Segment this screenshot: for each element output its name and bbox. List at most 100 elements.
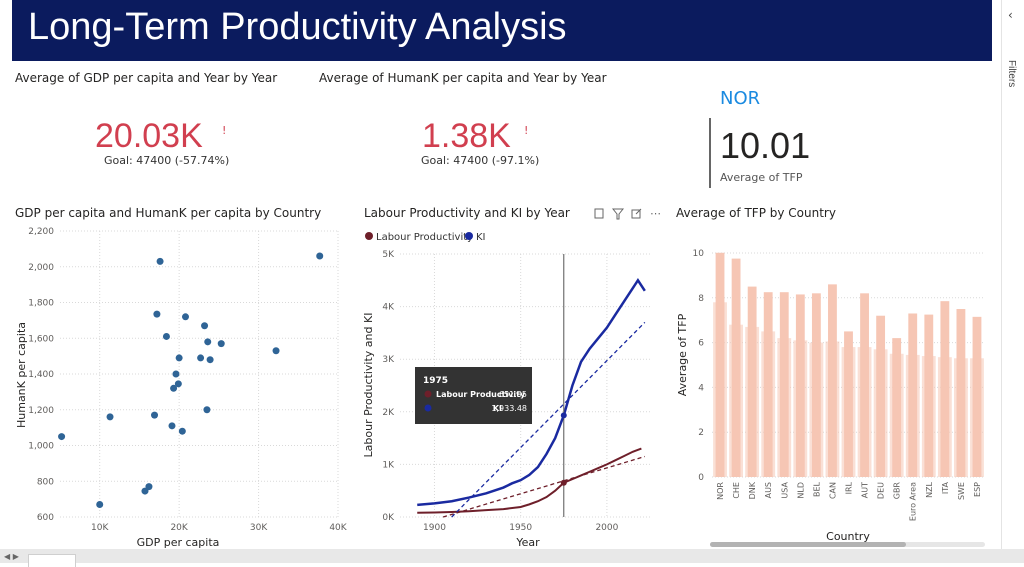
tfp-bar-secondary[interactable]: [793, 340, 808, 477]
scatter-point[interactable]: [181, 313, 189, 321]
scatter-point[interactable]: [58, 433, 66, 441]
bar-category-label: NLD: [796, 482, 805, 499]
lp-trend-line[interactable]: [442, 455, 646, 518]
tfp-bar-secondary[interactable]: [905, 354, 920, 477]
scatter-point[interactable]: [153, 310, 161, 318]
page-title: Long-Term Productivity Analysis: [28, 6, 567, 48]
page-tabs-bar: [0, 549, 1024, 563]
kpi-gdp-goal: Goal: 47400 (-57.74%): [104, 154, 229, 167]
page-tab-active[interactable]: [28, 554, 76, 567]
kpi-humank-indicator: !: [524, 124, 528, 137]
bar-title: Average of TFP by Country: [676, 206, 836, 220]
scatter-point[interactable]: [151, 411, 159, 419]
tfp-bar-secondary[interactable]: [873, 349, 888, 477]
scatter-point[interactable]: [217, 340, 225, 348]
chevron-left-icon[interactable]: ‹: [1008, 8, 1013, 22]
tfp-bar-secondary[interactable]: [841, 347, 856, 477]
ki-marker-dot: [560, 412, 567, 419]
scatter-point[interactable]: [162, 332, 170, 340]
focus-mode-icon[interactable]: [631, 208, 642, 219]
bar-y-tick: 2: [698, 428, 704, 438]
scatter-y-tick: 2,000: [28, 263, 54, 273]
ki-line[interactable]: [417, 278, 646, 507]
scatter-point[interactable]: [170, 384, 178, 392]
lp-line[interactable]: [417, 447, 642, 514]
tfp-bar-secondary[interactable]: [777, 338, 792, 477]
tfp-bar-secondary[interactable]: [889, 353, 904, 477]
tfp-bar-secondary[interactable]: [809, 342, 824, 477]
scatter-point[interactable]: [175, 354, 183, 362]
scatter-point[interactable]: [201, 322, 209, 330]
filters-pane[interactable]: ‹ Filters: [1001, 0, 1024, 549]
scatter-point[interactable]: [168, 422, 176, 430]
more-options-icon[interactable]: ⋯: [650, 207, 661, 220]
bar-category-label: IRL: [845, 481, 854, 494]
tfp-bar-secondary[interactable]: [761, 331, 776, 477]
bar-category-label: CHE: [732, 482, 741, 499]
copy-icon[interactable]: [594, 208, 604, 219]
lp-marker-dot: [560, 479, 567, 486]
tfp-bar-secondary[interactable]: [729, 324, 744, 477]
kpi-tfp-label: Average of TFP: [720, 171, 803, 184]
kpi-gdp-value: 20.03K: [95, 117, 203, 155]
scatter-point[interactable]: [316, 252, 324, 260]
tfp-bar-secondary[interactable]: [953, 358, 968, 477]
filter-icon[interactable]: [611, 208, 625, 220]
kpi-humank-title: Average of HumanK per capita and Year by…: [319, 71, 607, 85]
tfp-bar-secondary[interactable]: [921, 356, 936, 477]
scatter-y-tick: 1,000: [28, 442, 54, 452]
bar-y-tick: 10: [693, 249, 705, 259]
scatter-point[interactable]: [203, 406, 211, 414]
scatter-point[interactable]: [204, 338, 212, 346]
bar-y-tick: 6: [698, 339, 704, 349]
line-y-tick: 2K: [382, 408, 395, 418]
bar-category-label: BEL: [812, 481, 821, 497]
tfp-bar-secondary[interactable]: [937, 357, 952, 477]
tooltip-ki-value: 1,933.48: [491, 404, 527, 413]
legend-lp-swatch: [365, 232, 373, 240]
ki-trend-line[interactable]: [451, 321, 646, 518]
tfp-bar-secondary[interactable]: [970, 358, 984, 477]
bar-category-label: GBR: [893, 482, 902, 500]
scatter-point[interactable]: [141, 487, 149, 495]
line-x-tick: 1950: [509, 523, 532, 533]
scatter-point[interactable]: [156, 257, 164, 265]
scatter-point[interactable]: [106, 413, 114, 421]
tfp-bar-secondary[interactable]: [713, 302, 727, 477]
scatter-point[interactable]: [174, 380, 182, 388]
scatter-point[interactable]: [96, 500, 104, 508]
bar-category-label: CAN: [828, 482, 837, 499]
scatter-title: GDP per capita and HumanK per capita by …: [15, 206, 321, 220]
scatter-x-tick: 10K: [91, 523, 109, 533]
bar-category-label: DNK: [748, 481, 757, 499]
line-x-tick: 1900: [423, 523, 446, 533]
legend-ki-label[interactable]: KI: [476, 232, 486, 243]
bar-category-label: ITA: [941, 481, 950, 494]
scatter-point[interactable]: [272, 347, 280, 355]
bar-chart[interactable]: Average of TFP by Country Country Averag…: [676, 206, 985, 547]
bar-category-label: NOR: [716, 482, 725, 500]
tooltip-ki-swatch: [424, 404, 432, 412]
bar-scrollbar-thumb[interactable]: [710, 542, 906, 547]
scatter-point[interactable]: [172, 370, 180, 378]
filters-label[interactable]: Filters: [1006, 60, 1017, 88]
page-nav-arrows[interactable]: ◀ ▶: [4, 552, 19, 561]
scatter-point[interactable]: [197, 354, 205, 362]
kpi-tfp-country: NOR: [720, 88, 760, 109]
tfp-bar-secondary[interactable]: [857, 347, 872, 477]
bar-y-tick: 4: [698, 383, 704, 393]
kpi-humank-goal: Goal: 47400 (-97.1%): [421, 154, 539, 167]
scatter-y-tick: 1,600: [28, 334, 54, 344]
tfp-bar-secondary[interactable]: [745, 326, 760, 477]
tfp-bar-secondary[interactable]: [825, 341, 840, 477]
line-y-tick: 5K: [382, 250, 395, 260]
line-ylabel: Labour Productivity and KI: [362, 313, 375, 458]
scatter-point[interactable]: [206, 356, 214, 364]
legend-lp-label[interactable]: Labour Productivity: [376, 232, 473, 243]
line-chart[interactable]: Labour Productivity and KI by Year ⋯ Lab…: [362, 206, 661, 549]
scatter-y-tick: 1,200: [28, 406, 54, 416]
scatter-chart[interactable]: GDP per capita and HumanK per capita by …: [15, 206, 348, 549]
scatter-point[interactable]: [145, 483, 153, 491]
scatter-point[interactable]: [178, 427, 186, 435]
bar-xlabel: Country: [826, 530, 870, 543]
